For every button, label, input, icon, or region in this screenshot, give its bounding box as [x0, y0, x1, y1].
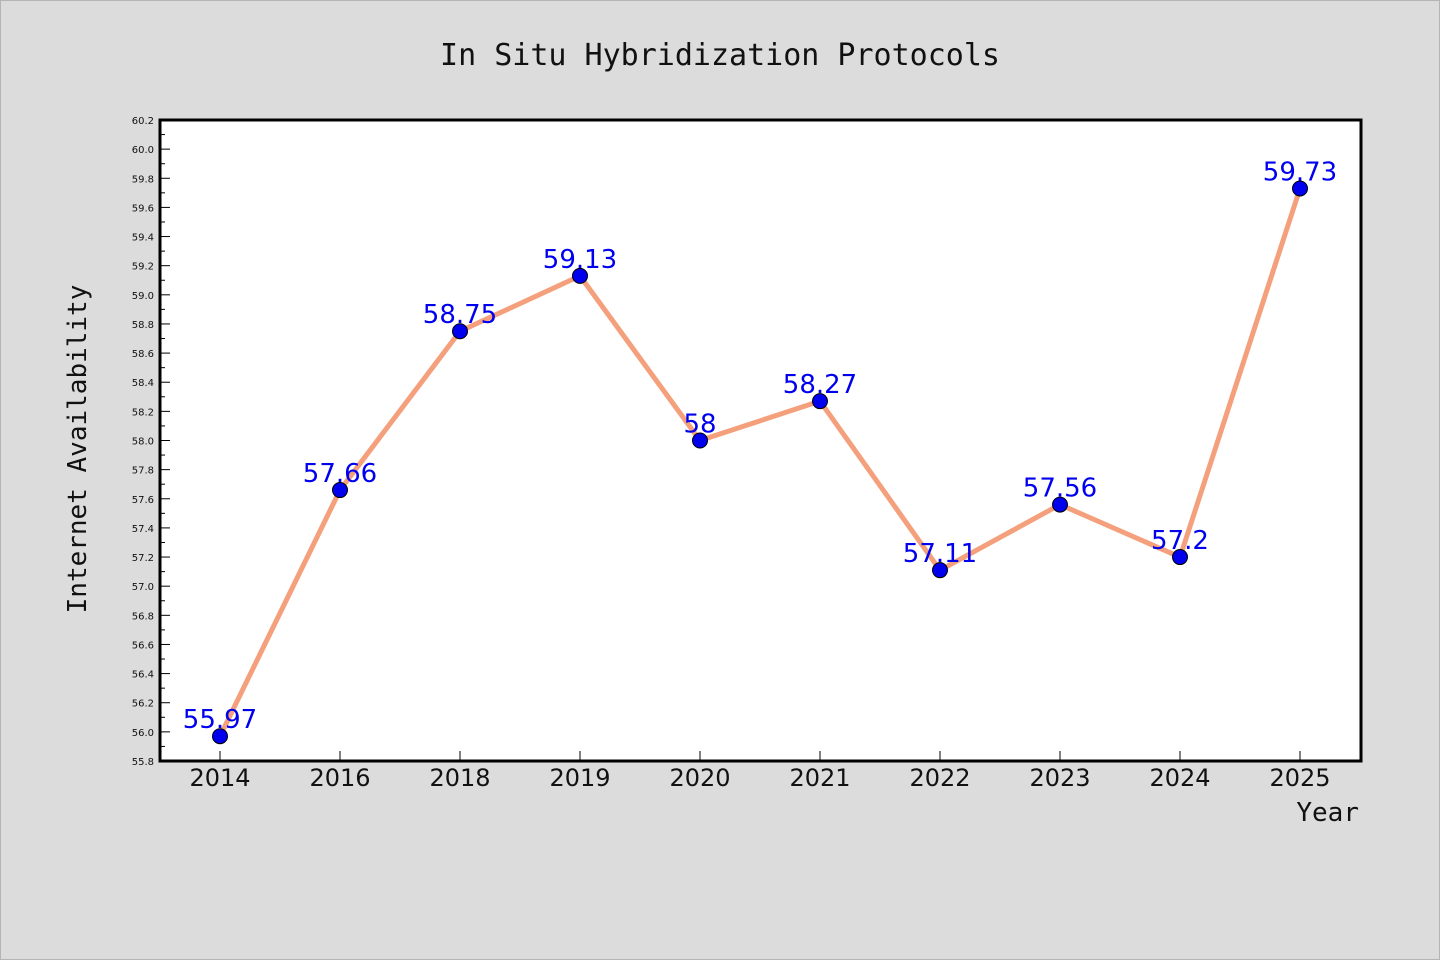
y-tick-label: 56.6 [132, 640, 154, 651]
data-label: 59.73 [1263, 157, 1337, 187]
y-tick-label: 57.2 [132, 553, 154, 564]
x-tick-label: 2016 [309, 764, 370, 792]
y-tick-label: 58.4 [132, 378, 154, 389]
x-axis-title: Year [1296, 798, 1359, 828]
plot-area [160, 120, 1361, 761]
data-point [572, 267, 588, 284]
y-tick-label: 59.4 [132, 233, 154, 244]
data-label: 57.66 [303, 459, 377, 489]
data-label: 58 [683, 410, 716, 440]
y-tick-label: 59.8 [132, 174, 154, 185]
series-line [217, 185, 1303, 739]
data-label: 57.2 [1151, 526, 1209, 556]
x-tick-label: 2018 [429, 764, 490, 792]
y-tick-label: 56.0 [132, 728, 154, 739]
y-tick-label: 58.6 [132, 349, 154, 360]
y-tick-label: 59.6 [132, 203, 154, 214]
y-tick-label: 58.0 [132, 437, 154, 448]
x-tick-label: 2019 [549, 764, 610, 792]
data-label: 55.97 [183, 705, 257, 735]
y-tick-label: 58.8 [132, 320, 154, 331]
x-axis: 2014 2016 2018 2019 2020 2021 2022 2023 2024 2025 [189, 751, 1331, 792]
data-label: 57.56 [1023, 474, 1097, 504]
x-tick-label: 2022 [909, 764, 970, 792]
y-axis-title: Internet Availability [63, 285, 93, 614]
y-tick-label: 59.0 [132, 291, 154, 302]
data-point [692, 432, 708, 449]
data-point [812, 393, 828, 410]
x-tick-label: 2025 [1269, 764, 1330, 792]
y-tick-label: 57.6 [132, 495, 154, 506]
y-tick-label: 56.8 [132, 611, 154, 622]
data-label: 58.27 [783, 370, 857, 400]
data-label: 59.13 [543, 245, 617, 275]
data-point [212, 728, 228, 745]
y-tick-label: 57.4 [132, 524, 154, 535]
y-tick-label: 58.2 [132, 407, 154, 418]
x-tick-label: 2021 [789, 764, 850, 792]
x-tick-label: 2023 [1029, 764, 1090, 792]
y-tick-label: 56.2 [132, 699, 154, 710]
y-tick-label: 60.2 [132, 116, 154, 127]
x-tick-label: 2020 [669, 764, 730, 792]
data-point [1292, 180, 1308, 197]
y-tick-label: 56.4 [132, 670, 154, 681]
y-tick-label: 57.8 [132, 466, 154, 477]
y-tick-label: 55.8 [132, 757, 154, 768]
data-point [1172, 549, 1188, 566]
data-label: 58.75 [423, 300, 497, 330]
chart-title: In Situ Hybridization Protocols [440, 38, 1000, 73]
data-point [332, 482, 348, 499]
series-layer: 55.97 57.66 58.75 59.13 58 58.27 57.11 57.56 57.… [183, 157, 1337, 745]
x-tick-label: 2014 [189, 764, 250, 792]
data-point [452, 323, 468, 340]
x-tick-label: 2024 [1149, 764, 1210, 792]
data-label: 57.11 [903, 539, 977, 569]
y-axis: 55.8 56.0 56.2 56.4 56.6 56.8 57.0 57.2 57.4 57.6… [132, 116, 170, 768]
y-tick-label: 57.0 [132, 582, 154, 593]
y-tick-label: 60.0 [132, 145, 154, 156]
data-point [932, 562, 948, 579]
y-tick-label: 59.2 [132, 262, 154, 273]
data-point [1052, 496, 1068, 513]
plot-frame [158, 118, 1363, 763]
